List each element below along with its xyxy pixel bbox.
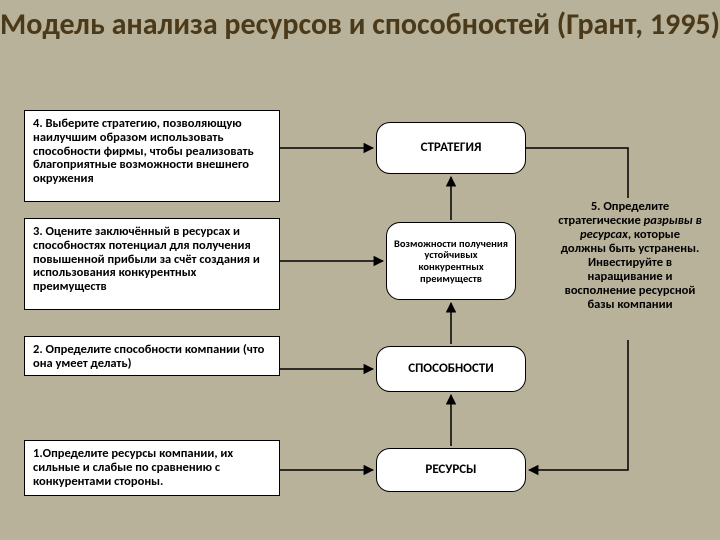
step-3-box: 3. Оцените заключённый в ресурсах и спос… — [24, 218, 280, 310]
node-abilities: СПОСОБНОСТИ — [376, 346, 526, 392]
node-potential: Возможности получения устойчивых конкуре… — [386, 222, 516, 300]
step-2-box: 2. Определите способности компании (что … — [24, 336, 280, 376]
step-5-text: 5. Определите стратегические разрывы в р… — [556, 200, 704, 312]
node-strategy: СТРАТЕГИЯ — [376, 122, 526, 174]
page-title: Модель анализа ресурсов и способностей (… — [0, 0, 720, 43]
step-1-box: 1.Определите ресурсы компании, их сильны… — [24, 440, 280, 496]
step-4-box: 4. Выберите стратегию, позволяющую наилу… — [24, 110, 280, 202]
node-resources: РЕСУРСЫ — [376, 448, 526, 492]
